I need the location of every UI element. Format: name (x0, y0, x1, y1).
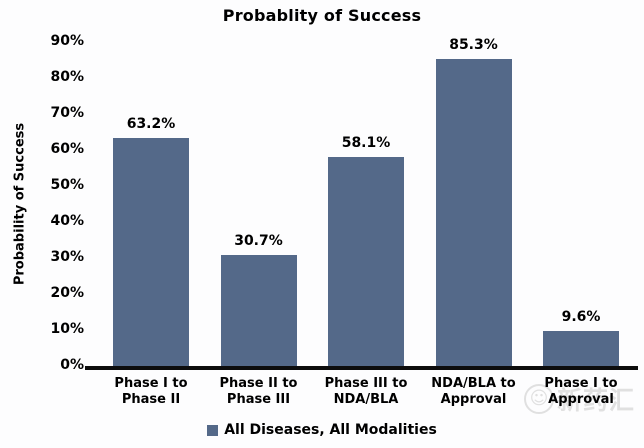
y-tick-label: 90% (50, 33, 84, 49)
bar-value-label: 63.2% (126, 116, 176, 132)
y-tick-label: 80% (50, 69, 84, 85)
x-category-label: Phase II to Phase III (219, 376, 298, 407)
y-tick-label: 0% (60, 357, 84, 373)
y-tick-label: 10% (50, 321, 84, 337)
bar-2 (220, 255, 297, 367)
y-tick-label: 30% (50, 249, 84, 265)
bar-4 (435, 59, 512, 367)
bar-5 (543, 331, 619, 367)
bar-value-label: 58.1% (341, 135, 391, 151)
smiley-circle-icon: ☺ (524, 384, 554, 414)
bar-1 (113, 138, 189, 367)
y-tick-label: 60% (50, 141, 84, 157)
bar-value-label: 30.7% (234, 233, 283, 249)
legend-label: All Diseases, All Modalities (224, 422, 437, 438)
y-tick-label: 50% (50, 177, 84, 193)
watermark-text: 新药汇 (557, 386, 636, 415)
bar-value-label: 85.3% (449, 37, 498, 53)
legend-swatch (207, 424, 219, 436)
y-tick-label: 70% (50, 105, 84, 121)
x-category-label: Phase I to Approval (544, 376, 618, 407)
bar-3 (328, 157, 404, 367)
legend: All Diseases, All Modalities (0, 422, 644, 438)
bar-value-label: 9.6% (561, 309, 601, 325)
chart-title: Probablity of Success (222, 6, 422, 25)
watermark-logo: ☺ 新药汇 (524, 381, 635, 417)
x-axis-line (85, 366, 638, 370)
y-tick-label: 20% (50, 285, 84, 301)
x-category-label: Phase III to NDA/BLA (324, 376, 408, 407)
x-category-label: NDA/BLA to Approval (431, 376, 516, 407)
y-axis-title: Probability of Success (12, 122, 28, 286)
y-tick-label: 40% (50, 213, 84, 229)
x-category-label: Phase I to Phase II (114, 376, 188, 407)
